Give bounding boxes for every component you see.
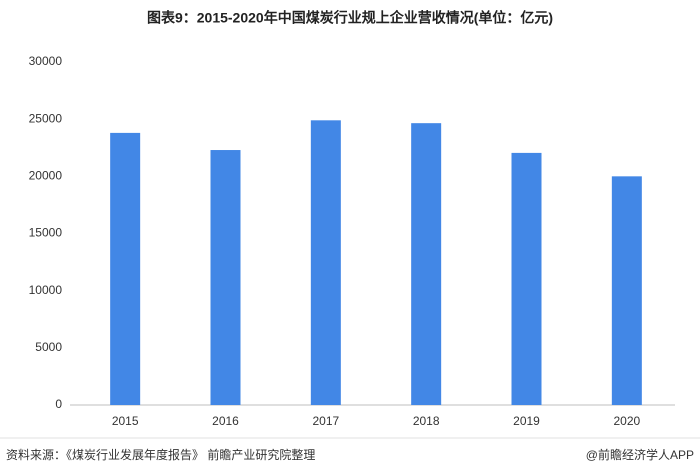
bar — [611, 176, 642, 405]
brand: @前瞻经济学人APP — [586, 447, 694, 462]
x-tick-label: 2016 — [212, 414, 239, 428]
y-tick-label: 25000 — [29, 111, 63, 125]
y-tick-label: 5000 — [35, 340, 62, 354]
bar — [511, 152, 542, 405]
x-tick-label: 2015 — [112, 414, 139, 428]
y-tick-label: 0 — [55, 397, 62, 411]
x-tick-label: 2019 — [513, 414, 540, 428]
source-note: 资料来源：《煤炭行业发展年度报告》 前瞻产业研究院整理 — [6, 447, 315, 462]
x-tick-label: 2017 — [312, 414, 339, 428]
bar — [411, 123, 442, 405]
bar — [310, 120, 341, 405]
x-tick-label: 2018 — [413, 414, 440, 428]
y-tick-label: 10000 — [29, 283, 63, 297]
x-tick-label: 2020 — [613, 414, 640, 428]
y-tick-label: 20000 — [29, 169, 63, 183]
bar — [110, 132, 141, 406]
y-tick-label: 30000 — [29, 54, 63, 68]
y-tick-label: 15000 — [29, 226, 63, 240]
bar — [210, 150, 241, 405]
chart-title: 图表9：2015-2020年中国煤炭行业规上企业营收情况(单位：亿元) — [147, 10, 553, 26]
